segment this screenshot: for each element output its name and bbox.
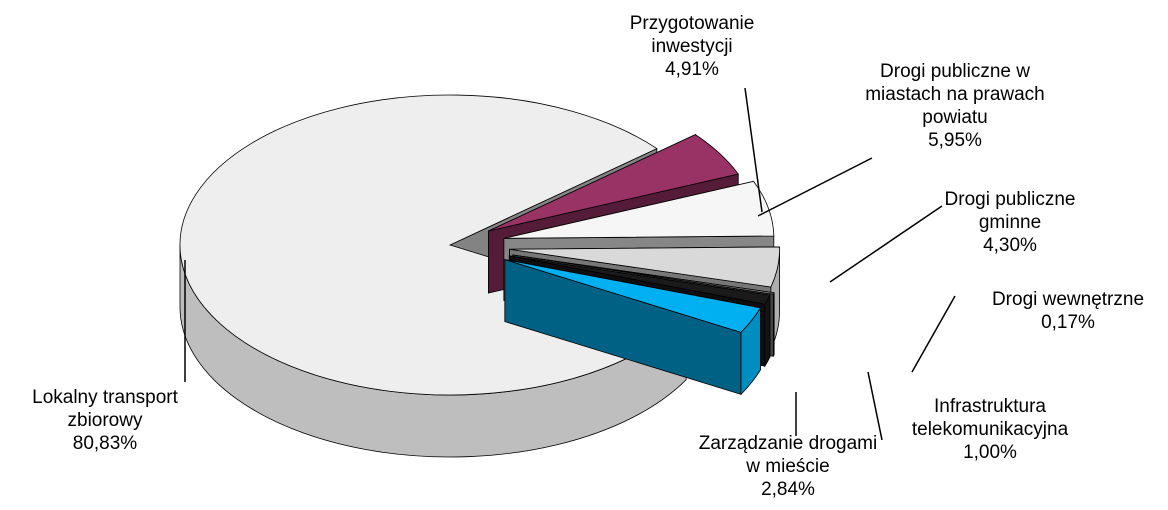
leader-line	[744, 87, 763, 213]
slice-label: Drogi publiczne gminne 4,30%	[920, 188, 1100, 257]
value-label: 80,83%	[72, 433, 138, 454]
category-name: Zarządzanie drogami w mieście	[698, 433, 878, 477]
category-name: Lokalny transport zbiorowy	[32, 387, 178, 431]
category-name: Drogi wewnętrzne	[991, 289, 1145, 310]
category-name: Przygotowanie inwestycji	[629, 13, 755, 57]
slice-label: Drogi wewnętrzne 0,17%	[968, 288, 1168, 334]
slice-top	[512, 254, 775, 295]
category-name: Drogi publiczne gminne	[944, 189, 1076, 233]
slice-label: Przygotowanie inwestycji 4,91%	[607, 12, 777, 81]
slice-label: Zarządzanie drogami w mieście 2,84%	[698, 432, 878, 501]
value-label: 4,91%	[665, 59, 719, 80]
slice-label: Infrastruktura telekomunikacyjna 1,00%	[890, 395, 1090, 464]
leader-line	[911, 295, 956, 373]
value-label: 4,30%	[983, 235, 1037, 256]
leader-line	[829, 205, 943, 283]
slice-side	[764, 294, 771, 368]
slice-top	[504, 259, 762, 333]
leader-line	[757, 157, 873, 217]
slice-top	[509, 255, 771, 305]
slice-label: Drogi publiczne w miastach na prawach po…	[855, 60, 1055, 152]
value-label: 2,84%	[761, 479, 815, 500]
slice-side	[772, 292, 775, 357]
leader-line	[867, 371, 883, 441]
value-label: 1,00%	[963, 442, 1017, 463]
slice-top	[509, 246, 780, 288]
category-name: Infrastruktura telekomunikacyjna	[911, 396, 1069, 440]
value-label: 0,17%	[1041, 312, 1095, 333]
value-label: 5,95%	[928, 130, 982, 151]
slice-label: Lokalny transport zbiorowy 80,83%	[0, 386, 210, 455]
slice-top	[488, 134, 739, 232]
slice-top	[503, 180, 775, 239]
category-name: Drogi publiczne w miastach na prawach po…	[865, 61, 1045, 128]
